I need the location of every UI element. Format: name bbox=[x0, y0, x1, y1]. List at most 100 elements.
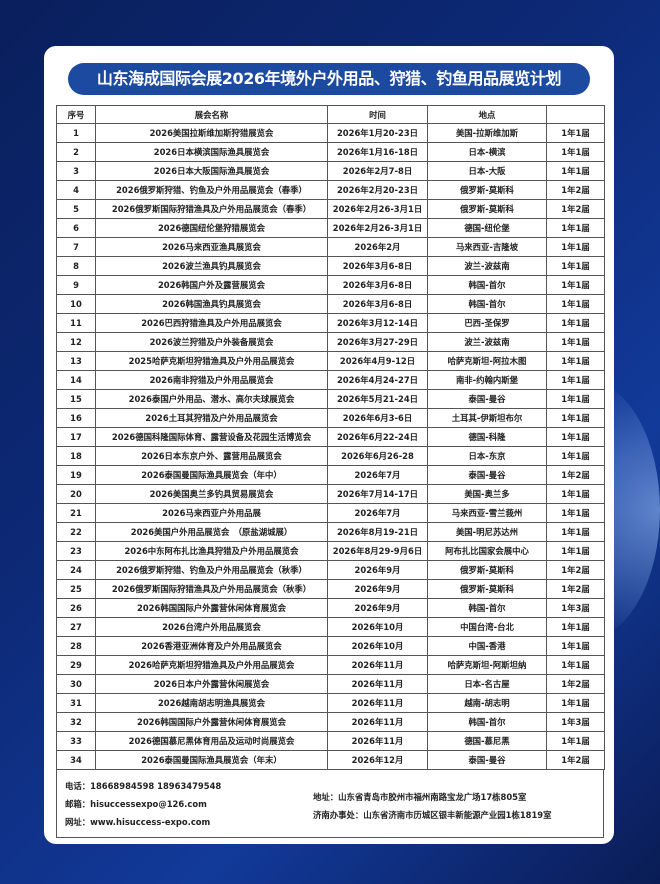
cell-index: 32 bbox=[56, 712, 96, 732]
cell-index: 20 bbox=[56, 484, 96, 504]
cell-time: 2026年7月14-17日 bbox=[327, 484, 428, 504]
cell-time: 2026年6月26-28 bbox=[327, 446, 428, 466]
cell-frequency: 1年3届 bbox=[546, 712, 605, 732]
header-name: 展会名称 bbox=[95, 105, 328, 124]
cell-index: 3 bbox=[56, 161, 96, 181]
table-row: 21 2026马来西亚户外用品展 2026年7月 马来西亚-雪兰莪州 1年1届 bbox=[56, 503, 605, 523]
cell-frequency: 1年2届 bbox=[546, 465, 605, 485]
cell-name: 2026泰国户外用品、潜水、高尔夫球展览会 bbox=[95, 389, 328, 409]
table-row: 27 2026台湾户外用品展览会 2026年10月 中国台湾-台北 1年1届 bbox=[56, 617, 605, 637]
cell-frequency: 1年1届 bbox=[546, 313, 605, 333]
header-time: 时间 bbox=[327, 105, 428, 124]
cell-index: 24 bbox=[56, 560, 96, 580]
cell-frequency: 1年1届 bbox=[546, 332, 605, 352]
cell-frequency: 1年1届 bbox=[546, 370, 605, 390]
table-row: 12 2026波兰狩猎及户外装备展览会 2026年3月27-29日 波兰-波兹南 1年1… bbox=[56, 332, 605, 352]
cell-time: 2026年8月19-21日 bbox=[327, 522, 428, 542]
cell-location: 俄罗斯-莫斯科 bbox=[427, 560, 547, 580]
cell-frequency: 1年2届 bbox=[546, 674, 605, 694]
cell-location: 中国-香港 bbox=[427, 636, 547, 656]
cell-time: 2026年4月24-27日 bbox=[327, 370, 428, 390]
table-header: 序号 展会名称 时间 地点 bbox=[56, 105, 605, 124]
table-row: 30 2026日本户外露营休闲展览会 2026年11月 日本-名古屋 1年2届 bbox=[56, 674, 605, 694]
table-row: 26 2026韩国国际户外露营休闲体育展览会 2026年9月 韩国-首尔 1年3届 bbox=[56, 598, 605, 618]
cell-frequency: 1年3届 bbox=[546, 598, 605, 618]
cell-name: 2026日本大阪国际渔具展览会 bbox=[95, 161, 328, 181]
table-row: 7 2026马来西亚渔具展览会 2026年2月 马来西亚-吉隆坡 1年1届 bbox=[56, 237, 605, 257]
header-frequency bbox=[546, 105, 605, 124]
table-row: 9 2026韩国户外及露营展览会 2026年3月6-8日 韩国-首尔 1年1届 bbox=[56, 275, 605, 295]
cell-index: 33 bbox=[56, 731, 96, 751]
cell-time: 2026年9月 bbox=[327, 598, 428, 618]
cell-index: 2 bbox=[56, 142, 96, 162]
cell-index: 12 bbox=[56, 332, 96, 352]
cell-index: 15 bbox=[56, 389, 96, 409]
cell-index: 13 bbox=[56, 351, 96, 371]
cell-name: 2026德国科隆国际体育、露营设备及花园生活博览会 bbox=[95, 427, 328, 447]
cell-index: 19 bbox=[56, 465, 96, 485]
cell-frequency: 1年1届 bbox=[546, 541, 605, 561]
table-row: 23 2026中东阿布扎比渔具狩猎及户外用品展览会 2026年8月29-9月6日 阿布… bbox=[56, 541, 605, 561]
cell-frequency: 1年1届 bbox=[546, 142, 605, 162]
cell-name: 2026俄罗斯国际狩猎渔具及户外用品展览会（春季） bbox=[95, 199, 328, 219]
table-row: 19 2026泰国曼国际渔具展览会（年中） 2026年7月 泰国-曼谷 1年2届 bbox=[56, 465, 605, 485]
cell-location: 韩国-首尔 bbox=[427, 275, 547, 295]
cell-time: 2026年3月6-8日 bbox=[327, 256, 428, 276]
cell-frequency: 1年2届 bbox=[546, 199, 605, 219]
table-row: 25 2026俄罗斯国际狩猎渔具及户外用品展览会（秋季） 2026年9月 俄罗斯-莫斯… bbox=[56, 579, 605, 599]
table-row: 13 2025哈萨克斯坦狩猎渔具及户外用品展览会 2026年4月9-12日 哈萨克斯坦… bbox=[56, 351, 605, 371]
cell-time: 2026年7月 bbox=[327, 465, 428, 485]
cell-index: 30 bbox=[56, 674, 96, 694]
cell-location: 美国-奥兰多 bbox=[427, 484, 547, 504]
cell-index: 34 bbox=[56, 750, 96, 770]
cell-index: 17 bbox=[56, 427, 96, 447]
cell-location: 泰国-曼谷 bbox=[427, 389, 547, 409]
cell-frequency: 1年1届 bbox=[546, 256, 605, 276]
cell-frequency: 1年1届 bbox=[546, 161, 605, 181]
address: 地址：山东省青岛市胶州市福州南路宝龙广场17栋805室 bbox=[313, 792, 527, 802]
cell-name: 2026土耳其狩猎及户外用品展览会 bbox=[95, 408, 328, 428]
table-row: 1 2026美国拉斯维加斯狩猎展览会 2026年1月20-23日 美国-拉斯维加斯 1年… bbox=[56, 123, 605, 143]
cell-name: 2026韩国渔具钓具展览会 bbox=[95, 294, 328, 314]
cell-index: 22 bbox=[56, 522, 96, 542]
cell-frequency: 1年1届 bbox=[546, 503, 605, 523]
cell-location: 日本-横滨 bbox=[427, 142, 547, 162]
cell-time: 2026年11月 bbox=[327, 655, 428, 675]
cell-time: 2026年10月 bbox=[327, 617, 428, 637]
cell-index: 14 bbox=[56, 370, 96, 390]
table-row: 34 2026泰国曼国际渔具展览会（年末） 2026年12月 泰国-曼谷 1年2届 bbox=[56, 750, 605, 770]
cell-name: 2026俄罗斯国际狩猎渔具及户外用品展览会（秋季） bbox=[95, 579, 328, 599]
table-row: 17 2026德国科隆国际体育、露营设备及花园生活博览会 2026年6月22-24日… bbox=[56, 427, 605, 447]
cell-frequency: 1年1届 bbox=[546, 693, 605, 713]
table-row: 32 2026韩国国际户外露营休闲体育展览会 2026年11月 韩国-首尔 1年3届 bbox=[56, 712, 605, 732]
cell-location: 波兰-波兹南 bbox=[427, 332, 547, 352]
table-row: 14 2026南非狩猎及户外用品展览会 2026年4月24-27日 南非-约翰内斯堡 1… bbox=[56, 370, 605, 390]
cell-location: 泰国-曼谷 bbox=[427, 750, 547, 770]
cell-location: 俄罗斯-莫斯科 bbox=[427, 579, 547, 599]
cell-time: 2026年6月3-6日 bbox=[327, 408, 428, 428]
cell-time: 2026年2月26-3月1日 bbox=[327, 199, 428, 219]
cell-frequency: 1年1届 bbox=[546, 389, 605, 409]
cell-location: 哈萨克斯坦-阿拉木图 bbox=[427, 351, 547, 371]
cell-time: 2026年9月 bbox=[327, 579, 428, 599]
cell-name: 2026日本户外露营休闲展览会 bbox=[95, 674, 328, 694]
jinan-office: 济南办事处：山东省济南市历城区银丰新能源产业园1栋1819室 bbox=[313, 810, 552, 820]
cell-name: 2026日本东京户外、露营用品展览会 bbox=[95, 446, 328, 466]
cell-index: 21 bbox=[56, 503, 96, 523]
cell-name: 2026泰国曼国际渔具展览会（年末） bbox=[95, 750, 328, 770]
table-row: 22 2026美国户外用品展览会 （原盐湖城展） 2026年8月19-21日 美国-明… bbox=[56, 522, 605, 542]
table-row: 20 2026美国奥兰多钓具贸易展览会 2026年7月14-17日 美国-奥兰多 1年1… bbox=[56, 484, 605, 504]
cell-name: 2026美国户外用品展览会 （原盐湖城展） bbox=[95, 522, 328, 542]
table-row: 2 2026日本横滨国际渔具展览会 2026年1月16-18日 日本-横滨 1年1届 bbox=[56, 142, 605, 162]
cell-location: 阿布扎比国家会展中心 bbox=[427, 541, 547, 561]
cell-name: 2026马来西亚户外用品展 bbox=[95, 503, 328, 523]
cell-name: 2026波兰渔具钓具展览会 bbox=[95, 256, 328, 276]
cell-name: 2026德国慕尼黑体育用品及运动时尚展览会 bbox=[95, 731, 328, 751]
cell-time: 2026年3月12-14日 bbox=[327, 313, 428, 333]
cell-index: 5 bbox=[56, 199, 96, 219]
table-row: 4 2026俄罗斯狩猎、钓鱼及户外用品展览会（春季） 2026年2月20-23日 俄罗… bbox=[56, 180, 605, 200]
cell-frequency: 1年2届 bbox=[546, 180, 605, 200]
cell-time: 2026年11月 bbox=[327, 731, 428, 751]
schedule-card: 山东海成国际会展2026年境外户外用品、狩猎、钓鱼用品展览计划 序号 展会名称 … bbox=[44, 46, 614, 844]
cell-location: 韩国-首尔 bbox=[427, 598, 547, 618]
